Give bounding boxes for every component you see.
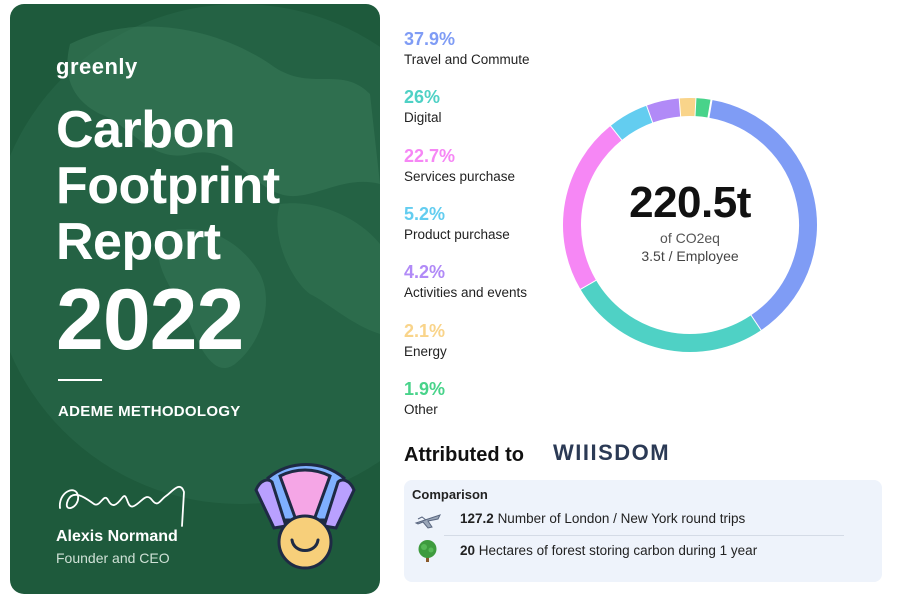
donut-slice-separator (609, 124, 624, 142)
legend-item: 22.7% Services purchase (404, 145, 515, 186)
legend-item: 4.2% Activities and events (404, 261, 527, 302)
legend-label: Services purchase (404, 168, 516, 184)
tree-icon (418, 540, 437, 562)
report-title-line-1: Carbon (56, 101, 236, 159)
author-role: Founder and CEO (56, 550, 170, 566)
total-emissions-unit: of CO2eq (660, 230, 720, 246)
methodology-label: ADEME METHODOLOGY (58, 403, 241, 420)
flights-text: Number of London / New York round trips (497, 511, 746, 526)
legend-percent: 2.1% (404, 320, 446, 341)
legend-label: Travel and Commute (404, 52, 530, 67)
report-title-line-2: Footprint (56, 157, 280, 215)
company-logo: WIIISDOM (553, 440, 671, 465)
report-title-line-3: Report (56, 213, 221, 271)
legend-percent: 4.2% (404, 262, 446, 283)
legend-percent: 22.7% (404, 145, 456, 166)
forest-value: 20 (460, 543, 476, 558)
donut-slice-services-purchase (563, 125, 623, 289)
legend-label: Other (404, 401, 438, 417)
comparison-panel: Comparison 127.2 Number of London / New … (404, 480, 882, 582)
donut-slice-activities-and-events (647, 98, 682, 123)
flights-value: 127.2 (460, 511, 494, 526)
report-year: 2022 (56, 272, 244, 368)
medal-icon (254, 463, 356, 570)
legend-label: Energy (404, 343, 447, 359)
donut-slice-travel-and-commute (708, 99, 817, 331)
legend-percent: 37.9% (404, 29, 456, 49)
brand-logo: greenly (56, 54, 138, 79)
legend-percent: 26% (404, 87, 441, 108)
legend-item: 1.9% Other (404, 378, 445, 419)
total-emissions-value: 220.5t (629, 178, 751, 227)
per-employee-value: 3.5t / Employee (641, 248, 739, 264)
globe-background-icon (10, 4, 380, 504)
comparison-title: Comparison (412, 487, 488, 502)
donut-slice-other (695, 98, 712, 118)
comparison-row-forest: 20 Hectares of forest storing carbon dur… (414, 539, 844, 563)
legend-label: Product purchase (404, 226, 510, 242)
donut-slice-separator (707, 98, 713, 119)
legend-label: Activities and events (404, 285, 528, 301)
donut-chart (563, 97, 817, 352)
legend-item: 26% Digital (404, 86, 442, 127)
legend-item: 2.1% Energy (404, 320, 447, 361)
report-cover-card: greenly Carbon Footprint Report 2022 ADE… (10, 4, 380, 594)
donut-slice-digital (580, 279, 761, 352)
legend-percent: 1.9% (404, 378, 446, 399)
comparison-row-flights: 127.2 Number of London / New York round … (414, 507, 844, 531)
signature-icon (59, 486, 185, 527)
comparison-divider (444, 535, 844, 536)
legend-label: Digital (404, 110, 442, 126)
donut-slice-product-purchase (610, 105, 654, 140)
airplane-icon (414, 514, 441, 529)
legend-item: 37.9% Travel and Commute (404, 28, 530, 69)
legend-item: 5.2% Product purchase (404, 203, 510, 244)
divider (58, 379, 102, 381)
attributed-to-label: Attributed to (404, 444, 524, 466)
author-name: Alexis Normand (56, 528, 178, 545)
forest-text: Hectares of forest storing carbon during… (478, 543, 758, 558)
legend-percent: 5.2% (404, 203, 446, 224)
